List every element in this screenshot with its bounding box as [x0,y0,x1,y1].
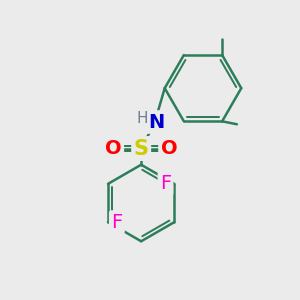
Text: F: F [160,174,171,194]
Text: S: S [134,139,149,158]
Text: H: H [136,111,148,126]
Text: O: O [105,139,122,158]
Text: F: F [111,213,122,232]
Text: N: N [148,112,164,131]
Text: O: O [160,139,177,158]
